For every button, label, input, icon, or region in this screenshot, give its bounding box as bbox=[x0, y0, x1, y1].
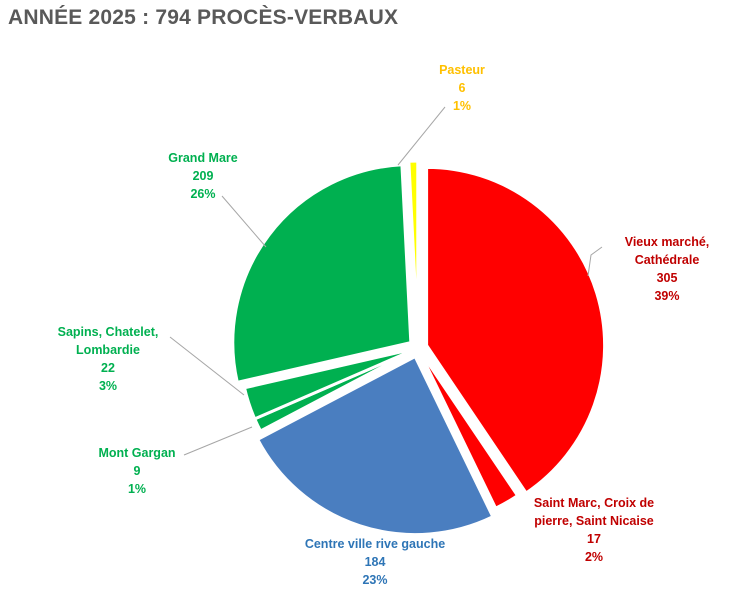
leader-line-mont-gargan bbox=[183, 426, 253, 456]
data-label-sapins: Sapins, Chatelet, Lombardie 22 3% bbox=[38, 323, 178, 395]
data-label-grand-mare: Grand Mare 209 26% bbox=[148, 149, 258, 203]
data-label-saint-marc: Saint Marc, Croix de pierre, Saint Nicais… bbox=[524, 494, 664, 566]
data-label-name: pierre, Saint Nicaise bbox=[534, 514, 654, 528]
data-label-percent: 23% bbox=[362, 573, 388, 587]
pie-slice-vieux-marche bbox=[425, 165, 607, 495]
data-label-value: 17 bbox=[587, 532, 601, 546]
leader-line-vieux-marche bbox=[587, 246, 603, 277]
data-label-name: Lombardie bbox=[76, 343, 140, 357]
data-label-percent: 2% bbox=[584, 550, 604, 564]
data-label-name: Mont Gargan bbox=[98, 446, 176, 460]
data-label-name: Cathédrale bbox=[634, 253, 700, 267]
data-label-name: Sapins, Chatelet, bbox=[57, 325, 159, 339]
data-label-name: Vieux marché, bbox=[624, 235, 710, 249]
pie-slice-centre-ville bbox=[256, 355, 495, 537]
leader-line-pasteur bbox=[397, 106, 446, 166]
data-label-value: 22 bbox=[101, 361, 115, 375]
data-label-name: Saint Marc, Croix de bbox=[533, 496, 655, 510]
data-label-name: Pasteur bbox=[439, 63, 485, 77]
data-label-value: 305 bbox=[656, 271, 678, 285]
data-label-name: Grand Mare bbox=[168, 151, 238, 165]
data-label-mont-gargan: Mont Gargan 9 1% bbox=[82, 444, 192, 498]
pie-slice-saint-marc bbox=[416, 346, 520, 510]
chart-title: ANNÉE 2025 : 794 PROCÈS-VERBAUX bbox=[8, 6, 399, 29]
leader-line-sapins bbox=[169, 336, 245, 396]
data-label-percent: 1% bbox=[452, 99, 472, 113]
pie-slice-sapins bbox=[243, 346, 420, 421]
data-label-percent: 3% bbox=[98, 379, 118, 393]
data-label-vieux-marche: Vieux marché, Cathédrale 305 39% bbox=[602, 233, 732, 305]
data-label-percent: 39% bbox=[654, 289, 680, 303]
pie-slice-pasteur bbox=[407, 159, 420, 341]
data-label-value: 9 bbox=[133, 464, 141, 478]
leader-line-grand-mare bbox=[221, 195, 267, 248]
data-label-percent: 26% bbox=[190, 187, 216, 201]
data-label-value: 6 bbox=[458, 81, 466, 95]
data-label-percent: 1% bbox=[127, 482, 147, 496]
data-label-value: 209 bbox=[192, 169, 214, 183]
data-label-name: Centre ville rive gauche bbox=[304, 537, 446, 551]
pie-slice-grand-mare bbox=[231, 163, 413, 384]
data-label-centre-ville: Centre ville rive gauche 184 23% bbox=[300, 535, 450, 589]
data-label-pasteur: Pasteur 6 1% bbox=[412, 61, 512, 115]
data-label-value: 184 bbox=[364, 555, 386, 569]
